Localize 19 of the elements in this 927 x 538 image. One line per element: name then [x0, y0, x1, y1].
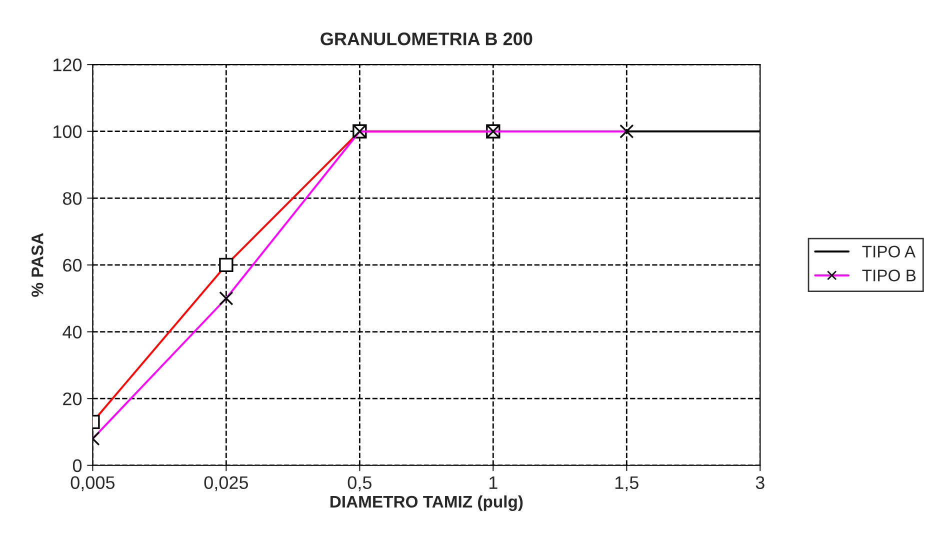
- x-tick-label: 0,025: [204, 476, 248, 492]
- x-axis-title: DIAMETRO TAMIZ (pulg): [330, 495, 523, 512]
- x-tick-label: 1,5: [615, 476, 638, 492]
- x-tick-label: 0,5: [348, 476, 372, 492]
- point: [620, 124, 634, 138]
- y-tick-label: 60: [63, 258, 82, 272]
- legend-label: TIPO A: [862, 246, 916, 258]
- y-tick-label: 40: [62, 326, 82, 338]
- x-tick-label: 0,005: [70, 476, 115, 492]
- y-tick-label: 80: [62, 192, 82, 205]
- y-tick-label: 120: [54, 58, 82, 72]
- y-axis-title: % PASA: [32, 233, 44, 297]
- y-tick-label: 0: [72, 459, 82, 472]
- x-tick-label: 3: [756, 476, 764, 490]
- chart-title: GRANULOMETRIA B 200: [320, 32, 532, 46]
- x-tick-label: 1: [490, 476, 498, 489]
- legend-label: TIPO B: [862, 270, 916, 282]
- y-tick-label: 20: [63, 392, 82, 406]
- y-tick-label: 100: [54, 125, 82, 138]
